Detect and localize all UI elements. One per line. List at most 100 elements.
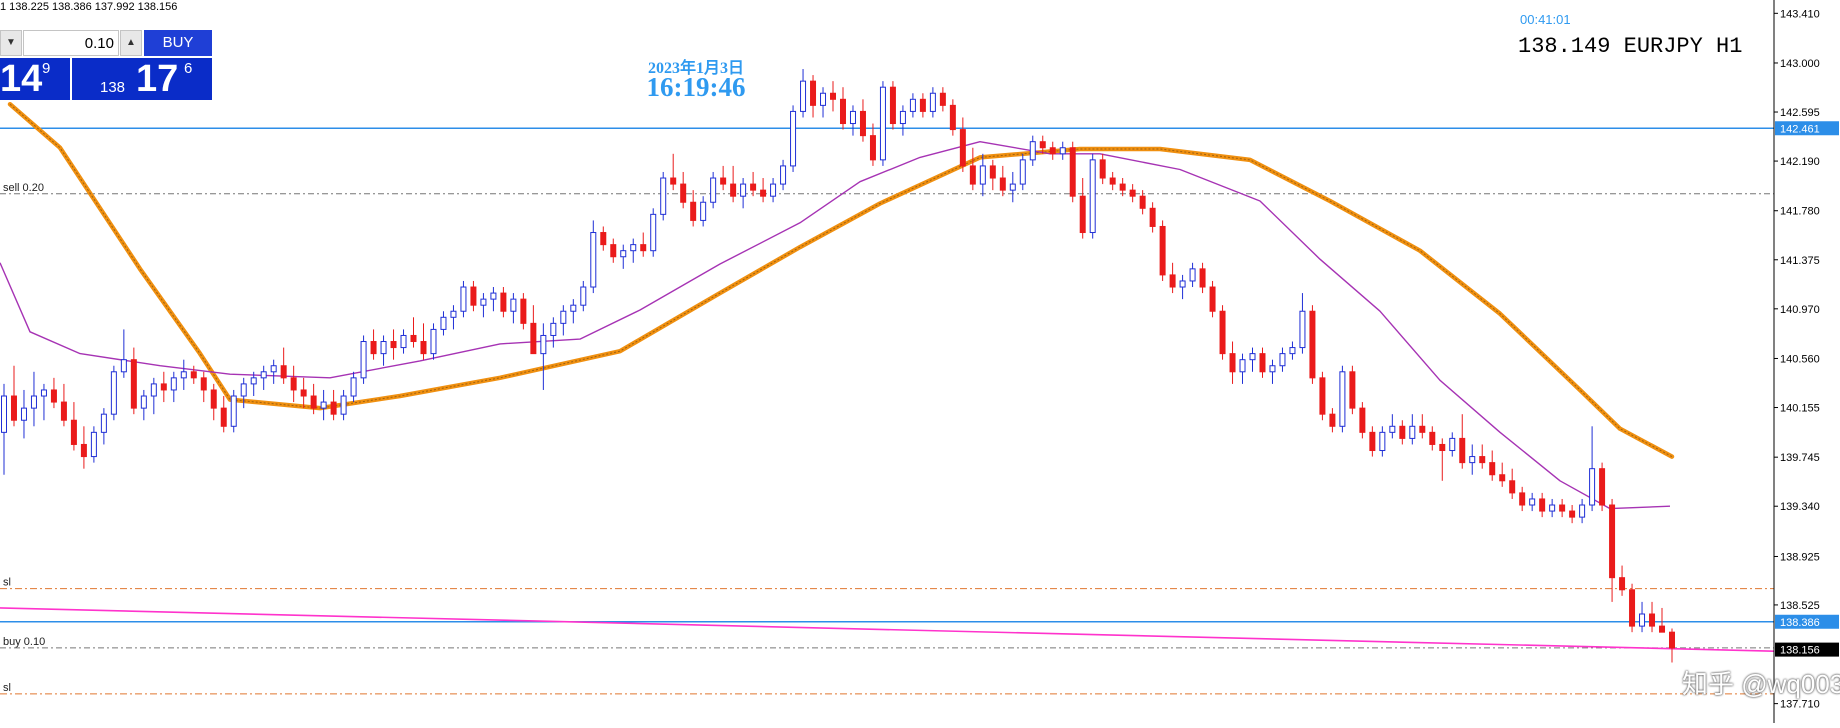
candle-body: [660, 177, 667, 215]
candle-body: [90, 431, 97, 458]
candle-body: [949, 104, 956, 131]
chart-time-label: 16:19:46: [646, 72, 746, 102]
y-tick-label: 137.710: [1780, 699, 1820, 711]
candle-body: [1489, 462, 1496, 476]
candle-body: [120, 359, 127, 373]
candle-body: [1199, 268, 1206, 288]
candle-body: [839, 98, 846, 125]
grid-layer: sell 0.20 sl buy 0.10 sl: [0, 182, 1774, 695]
candle-body: [1089, 159, 1096, 234]
candle-body: [1529, 498, 1536, 506]
candle-body: [390, 341, 397, 349]
lot-increase-button[interactable]: ▲: [120, 30, 142, 56]
price-tag-bg: [1775, 642, 1839, 657]
candle-body: [730, 183, 737, 197]
candle-body: [1459, 437, 1466, 464]
y-tick-label: 143.410: [1780, 8, 1820, 20]
candle-body: [720, 177, 727, 185]
candle-body: [10, 395, 17, 421]
candle-body: [710, 177, 717, 203]
sell-price-button[interactable]: 14 9: [0, 58, 70, 100]
candle-body: [1509, 480, 1516, 494]
ma-fast-line: [0, 140, 1671, 510]
candle-body: [1129, 189, 1136, 197]
candle-body: [370, 341, 377, 355]
buy-button[interactable]: BUY: [144, 30, 212, 56]
candle-body: [740, 183, 747, 197]
candle-body: [1269, 365, 1276, 373]
candle-body: [160, 383, 167, 391]
y-tick-label: 141.375: [1780, 255, 1820, 267]
candle-body: [1159, 225, 1166, 276]
candle-body: [470, 286, 477, 306]
candle-body: [650, 213, 657, 252]
candle-body: [1629, 589, 1636, 627]
buy-price-button[interactable]: 138 17 6: [72, 58, 212, 100]
y-tick-label: 138.525: [1780, 600, 1820, 612]
candle-body: [1669, 631, 1675, 649]
candle-body: [1579, 504, 1586, 518]
candle-body: [680, 183, 687, 203]
candle-body: [1609, 504, 1616, 579]
sell-price-sup: 9: [42, 60, 51, 77]
candle-body: [450, 310, 457, 318]
candle-body: [610, 244, 617, 258]
candle-body: [240, 383, 247, 397]
candle-body: [1639, 613, 1646, 627]
candle-body: [1479, 456, 1486, 464]
order-line-label-0: sell 0.20: [3, 182, 44, 194]
candle-body: [1549, 504, 1556, 512]
ma-slow-line: [7, 101, 1675, 459]
candle-body: [440, 316, 447, 330]
candle-body: [340, 395, 347, 415]
y-tick-label: 143.000: [1780, 58, 1820, 70]
candle-body: [520, 298, 527, 324]
candle-body: [1019, 159, 1026, 185]
candle-body: [1009, 183, 1016, 191]
candle-body: [630, 244, 637, 252]
candle-body: [700, 201, 707, 221]
candle-body: [220, 407, 227, 427]
candle-body: [690, 201, 697, 221]
candle-body: [620, 250, 627, 258]
candle-body: [670, 177, 677, 185]
candle-body: [1409, 425, 1416, 439]
candle-body: [170, 377, 177, 391]
symbol-title: 138.149 EURJPY H1: [1518, 34, 1743, 59]
candle-body: [360, 341, 367, 379]
candle-body: [1339, 371, 1346, 427]
candle-body: [1369, 431, 1376, 452]
candle-body: [580, 286, 587, 306]
lot-decrease-button[interactable]: ▼: [0, 30, 22, 56]
candle-body: [500, 292, 507, 312]
candle-body: [570, 304, 577, 312]
candle-body: [1209, 286, 1216, 312]
candle-body: [1219, 310, 1226, 355]
watermark: 知乎 @wq003: [1682, 669, 1840, 699]
candle-body: [1659, 625, 1666, 633]
candle-body: [849, 110, 856, 125]
candle-body: [869, 135, 876, 161]
candle-body: [1349, 371, 1356, 409]
y-tick-label: 138.925: [1780, 551, 1820, 563]
candle-body: [929, 92, 936, 112]
lot-size-input[interactable]: [23, 30, 119, 56]
y-tick-label: 140.155: [1780, 403, 1820, 415]
sell-price-big: 14: [0, 58, 43, 100]
candle-body: [230, 395, 237, 427]
trendline: [0, 607, 1789, 653]
ma-slow-dots: [9, 103, 1673, 458]
candle-body: [310, 395, 317, 409]
candle-body: [1359, 407, 1366, 433]
y-tick-label: 141.780: [1780, 206, 1820, 218]
price-tag-label: 142.461: [1780, 123, 1820, 135]
candle-body: [1619, 577, 1626, 591]
candle-body: [1279, 353, 1286, 367]
buy-price-big: 17: [136, 58, 179, 100]
candle-body: [1249, 353, 1256, 361]
candle-body: [1569, 510, 1576, 518]
ohlc-readout: 1 138.225 138.386 137.992 138.156: [0, 1, 178, 13]
candle-body: [330, 401, 337, 415]
